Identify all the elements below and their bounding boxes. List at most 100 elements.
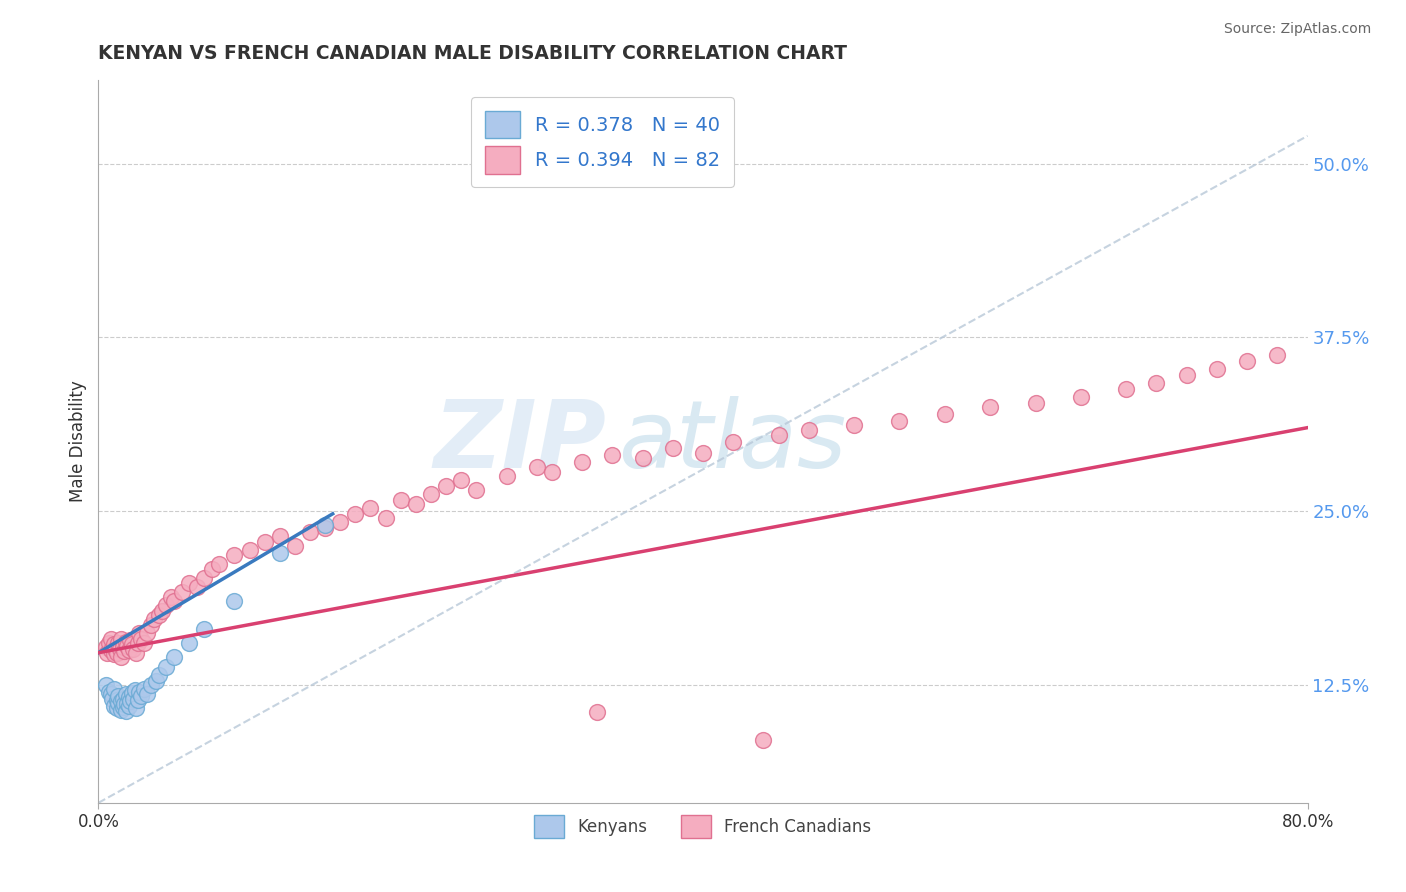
Point bbox=[114, 687, 136, 701]
Point bbox=[94, 640, 117, 655]
Point bbox=[132, 681, 155, 696]
Point bbox=[104, 641, 127, 656]
Point bbox=[150, 604, 173, 618]
Point bbox=[571, 455, 593, 469]
Point bbox=[723, 434, 745, 449]
Point bbox=[1115, 382, 1137, 396]
Point bbox=[105, 693, 128, 707]
Point bbox=[889, 414, 911, 428]
Point bbox=[105, 701, 128, 715]
Point bbox=[103, 681, 125, 696]
Point bbox=[1144, 376, 1167, 391]
Point bbox=[163, 594, 186, 608]
Point bbox=[129, 632, 152, 646]
Point bbox=[108, 641, 131, 656]
Point bbox=[111, 700, 134, 714]
Point bbox=[344, 507, 367, 521]
Point bbox=[692, 445, 714, 459]
Point bbox=[224, 549, 246, 563]
Point bbox=[269, 546, 291, 560]
Point bbox=[314, 521, 336, 535]
Point bbox=[135, 626, 157, 640]
Point bbox=[269, 529, 291, 543]
Point bbox=[111, 691, 134, 706]
Point bbox=[526, 459, 548, 474]
Point bbox=[160, 590, 183, 604]
Point bbox=[186, 581, 208, 595]
Point bbox=[121, 637, 143, 651]
Point bbox=[389, 492, 412, 507]
Point bbox=[284, 539, 307, 553]
Point bbox=[103, 637, 125, 651]
Point bbox=[405, 497, 427, 511]
Point bbox=[112, 644, 135, 658]
Point bbox=[100, 632, 122, 646]
Point bbox=[128, 684, 150, 698]
Point bbox=[94, 678, 117, 692]
Point bbox=[127, 693, 149, 707]
Point bbox=[434, 479, 457, 493]
Point bbox=[98, 684, 121, 698]
Text: ZIP: ZIP bbox=[433, 395, 606, 488]
Point bbox=[122, 691, 145, 706]
Point bbox=[193, 571, 215, 585]
Point bbox=[100, 643, 122, 657]
Point bbox=[148, 668, 170, 682]
Point bbox=[179, 636, 201, 650]
Point bbox=[329, 515, 352, 529]
Point bbox=[239, 542, 262, 557]
Point bbox=[148, 608, 170, 623]
Point bbox=[450, 474, 472, 488]
Point bbox=[163, 649, 186, 664]
Point bbox=[374, 511, 396, 525]
Point bbox=[118, 698, 141, 713]
Point bbox=[797, 424, 820, 438]
Point bbox=[107, 689, 129, 703]
Point bbox=[120, 694, 142, 708]
Point bbox=[98, 636, 121, 650]
Y-axis label: Male Disability: Male Disability bbox=[69, 381, 87, 502]
Point bbox=[96, 646, 118, 660]
Point bbox=[122, 641, 145, 656]
Point bbox=[934, 407, 956, 421]
Point bbox=[1024, 395, 1046, 409]
Point bbox=[768, 427, 790, 442]
Point bbox=[125, 701, 148, 715]
Point bbox=[586, 706, 609, 720]
Point bbox=[101, 691, 124, 706]
Point bbox=[103, 647, 125, 661]
Text: Source: ZipAtlas.com: Source: ZipAtlas.com bbox=[1223, 22, 1371, 37]
Point bbox=[661, 442, 683, 456]
Point bbox=[145, 673, 167, 688]
Point bbox=[602, 449, 624, 463]
Point bbox=[752, 733, 775, 747]
Point bbox=[540, 465, 562, 479]
Point bbox=[112, 697, 135, 711]
Point bbox=[143, 612, 166, 626]
Point bbox=[111, 640, 134, 655]
Point bbox=[360, 501, 382, 516]
Point bbox=[128, 626, 150, 640]
Point bbox=[125, 646, 148, 660]
Point bbox=[420, 487, 443, 501]
Point bbox=[107, 636, 129, 650]
Point bbox=[253, 534, 276, 549]
Point bbox=[141, 618, 163, 632]
Text: KENYAN VS FRENCH CANADIAN MALE DISABILITY CORRELATION CHART: KENYAN VS FRENCH CANADIAN MALE DISABILIT… bbox=[98, 45, 848, 63]
Point bbox=[124, 683, 146, 698]
Point bbox=[179, 576, 201, 591]
Point bbox=[127, 636, 149, 650]
Text: atlas: atlas bbox=[619, 396, 846, 487]
Point bbox=[224, 594, 246, 608]
Point bbox=[110, 694, 132, 708]
Point bbox=[1206, 362, 1229, 376]
Point bbox=[110, 632, 132, 646]
Point bbox=[115, 639, 138, 653]
Legend: Kenyans, French Canadians: Kenyans, French Canadians bbox=[527, 808, 879, 845]
Point bbox=[105, 646, 128, 660]
Point bbox=[495, 469, 517, 483]
Point bbox=[170, 584, 193, 599]
Point bbox=[118, 643, 141, 657]
Point bbox=[299, 524, 322, 539]
Point bbox=[118, 690, 141, 705]
